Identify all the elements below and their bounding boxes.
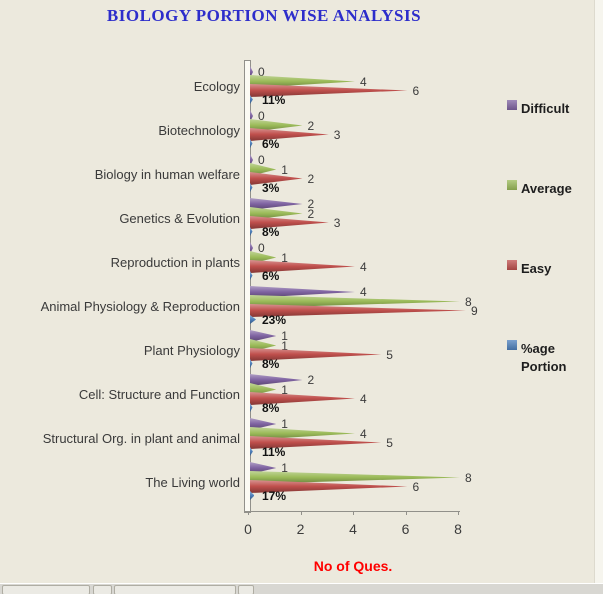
scrollbar-segment[interactable]	[93, 585, 112, 594]
difficult-value-label: 4	[360, 285, 367, 299]
bar-pct-portion	[250, 95, 253, 104]
x-axis-tick-label: 2	[296, 521, 305, 537]
scrollbar-segment[interactable]	[2, 585, 90, 594]
average-value-label: 4	[360, 427, 367, 441]
bar-pct-portion	[250, 447, 253, 456]
chart-title: BIOLOGY PORTION WISE ANALYSIS	[106, 6, 422, 25]
pct-portion-label: 17%	[262, 489, 287, 503]
scrollbar-segment[interactable]	[238, 585, 254, 594]
legend-marker-easy	[507, 260, 517, 270]
bar-pct-portion	[250, 403, 253, 412]
legend-label: %age Portion	[521, 341, 567, 374]
bottom-scrollbar[interactable]	[0, 583, 603, 594]
x-axis-tick	[405, 511, 407, 515]
x-axis-tick-label: 4	[349, 521, 357, 537]
pct-portion-label: 11%	[262, 445, 286, 459]
difficult-value-label: 0	[258, 241, 265, 255]
x-axis-tick-label: 8	[454, 521, 462, 537]
pct-portion-label: 6%	[262, 137, 280, 151]
bar-pct-portion	[250, 271, 253, 280]
pct-portion-label: 11%	[262, 93, 286, 107]
average-value-label: 2	[307, 119, 315, 133]
x-axis-tick-label: 6	[401, 521, 410, 537]
bar-difficult	[250, 374, 303, 386]
difficult-value-label: 1	[281, 329, 288, 343]
category-label: Structural Org. in plant and animal	[42, 431, 240, 446]
legend-label: Easy	[521, 261, 552, 276]
pct-portion-label: 6%	[262, 269, 280, 283]
axis-wall	[244, 60, 251, 513]
category-label: Ecology	[193, 79, 240, 94]
pct-portion-label: 8%	[262, 225, 280, 239]
bar-difficult	[250, 66, 253, 78]
bar-pct-portion	[250, 139, 253, 148]
average-value-label: 1	[281, 163, 288, 177]
easy-value-label: 4	[360, 392, 367, 406]
bar-difficult	[250, 242, 253, 254]
pct-portion-label: 8%	[262, 401, 280, 415]
average-value-label: 1	[281, 339, 288, 353]
legend-marker-difficult	[507, 100, 517, 110]
difficult-value-label: 0	[258, 65, 265, 79]
x-axis-tick	[248, 511, 249, 515]
average-value-label: 4	[360, 75, 367, 89]
category-label: Biotechnology	[158, 123, 240, 138]
average-value-label: 2	[307, 207, 315, 221]
x-axis-title: No of Ques.	[313, 558, 393, 574]
bar-pct-portion	[250, 227, 253, 236]
average-value-label: 8	[465, 295, 472, 309]
category-label: Reproduction in plants	[110, 255, 240, 270]
difficult-value-label: 1	[281, 461, 288, 475]
pct-portion-label: 23%	[262, 313, 287, 327]
difficult-value-label: 1	[281, 417, 288, 431]
x-axis-line	[244, 511, 460, 512]
easy-value-label: 5	[386, 348, 393, 362]
x-axis-tick	[458, 511, 459, 515]
bar-pct-portion	[250, 359, 253, 368]
x-axis-tick	[353, 511, 354, 515]
average-value-label: 8	[465, 471, 472, 485]
easy-value-label: 2	[307, 172, 315, 186]
bar-pct-portion	[250, 183, 253, 192]
easy-value-label: 4	[360, 260, 367, 274]
easy-value-label: 9	[471, 304, 478, 318]
bar-difficult	[250, 154, 253, 166]
bar-pct-portion	[250, 315, 257, 324]
legend-label: Difficult	[521, 101, 570, 116]
easy-value-label: 3	[333, 216, 341, 230]
difficult-value-label: 0	[258, 109, 265, 123]
bar-pct-portion	[250, 491, 255, 500]
legend-marker-average	[507, 180, 517, 190]
pct-portion-label: 8%	[262, 357, 280, 371]
category-label: Animal Physiology & Reproduction	[40, 299, 240, 314]
category-label: Plant Physiology	[143, 343, 240, 358]
legend-marker-ageportion	[507, 340, 517, 350]
category-label: Genetics & Evolution	[119, 211, 240, 226]
scrollbar-segment[interactable]	[114, 585, 236, 594]
easy-value-label: 6	[412, 480, 420, 494]
difficult-value-label: 2	[307, 373, 315, 387]
x-axis-tick-label: 0	[244, 521, 252, 537]
window-right-edge	[594, 0, 603, 583]
x-axis-tick	[300, 511, 302, 515]
pct-portion-label: 3%	[262, 181, 280, 195]
easy-value-label: 5	[386, 436, 393, 450]
difficult-value-label: 0	[258, 153, 265, 167]
easy-value-label: 3	[333, 128, 341, 142]
bar-difficult	[250, 110, 253, 122]
category-label: Biology in human welfare	[94, 167, 240, 182]
legend-label: Average	[521, 181, 572, 196]
category-label: Cell: Structure and Function	[78, 387, 240, 402]
difficult-value-label: 2	[307, 197, 315, 211]
average-value-label: 1	[281, 383, 288, 397]
easy-value-label: 6	[412, 84, 420, 98]
category-label: The Living world	[145, 475, 240, 490]
average-value-label: 1	[281, 251, 288, 265]
